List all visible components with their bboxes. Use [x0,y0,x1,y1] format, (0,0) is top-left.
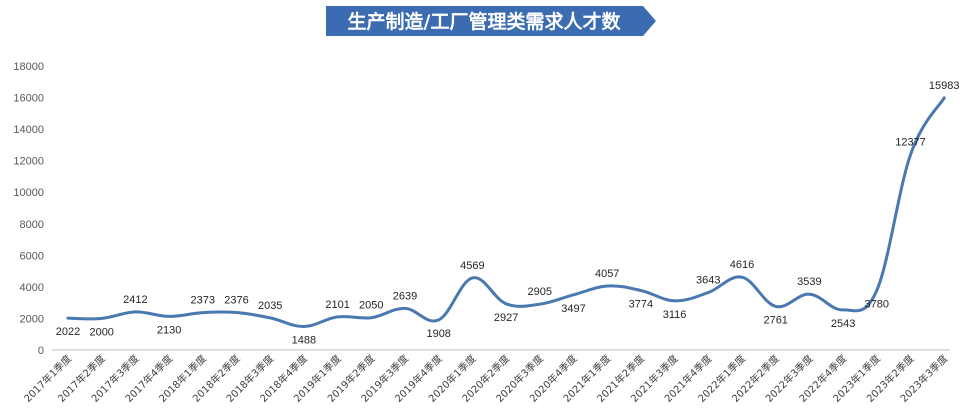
data-label: 2022 [56,326,80,338]
data-label: 2376 [224,295,248,307]
chart-title-background [326,6,656,36]
data-label: 2761 [763,314,787,326]
data-label: 4057 [595,268,619,280]
data-label: 3643 [696,275,720,287]
data-label: 2543 [831,318,855,330]
y-tick-label: 0 [38,345,44,357]
data-label: 15983 [929,80,960,92]
data-label: 2373 [191,295,215,307]
chart-title-banner: 生产制造/工厂管理类需求人才数 [326,6,656,36]
data-label: 1908 [426,328,450,340]
data-label: 2101 [325,299,349,311]
data-label: 3116 [663,309,687,321]
y-tick-label: 18000 [13,61,44,73]
chart-title: 生产制造/工厂管理类需求人才数 [348,10,622,33]
x-axis-labels: 2017年1季度2017年2季度2017年3季度2017年4季度2018年1季度… [21,352,950,405]
y-tick-label: 10000 [13,187,44,199]
data-label: 2412 [123,294,147,306]
y-tick-label: 16000 [13,93,44,105]
data-label: 2905 [528,286,552,298]
y-tick-label: 12000 [13,156,44,168]
data-label: 3497 [561,303,585,315]
data-label: 12377 [895,137,926,149]
data-label: 2639 [393,290,417,302]
y-tick-label: 14000 [13,124,44,136]
data-label: 4616 [730,259,754,271]
data-label: 2927 [494,312,518,324]
y-tick-label: 4000 [20,282,44,294]
y-tick-label: 2000 [20,313,44,325]
data-label: 3774 [629,298,653,310]
series-line [66,96,946,329]
data-label: 1488 [292,335,316,347]
data-label: 3780 [865,298,889,310]
data-label: 2050 [359,300,383,312]
y-axis-ticks: 0 2000 4000 6000 8000 10000 12000 14000 16000 180… [13,61,44,357]
y-tick-label: 6000 [20,250,44,262]
data-label: 2035 [258,300,282,312]
data-label: 2000 [89,326,113,338]
data-label: 3539 [797,276,821,288]
data-label: 4569 [460,260,484,272]
y-tick-label: 8000 [20,219,44,231]
data-labels: 2022 2000 2412 2130 2373 2376 2035 1488 2101 2050… [56,80,960,347]
data-label: 2130 [157,324,181,336]
